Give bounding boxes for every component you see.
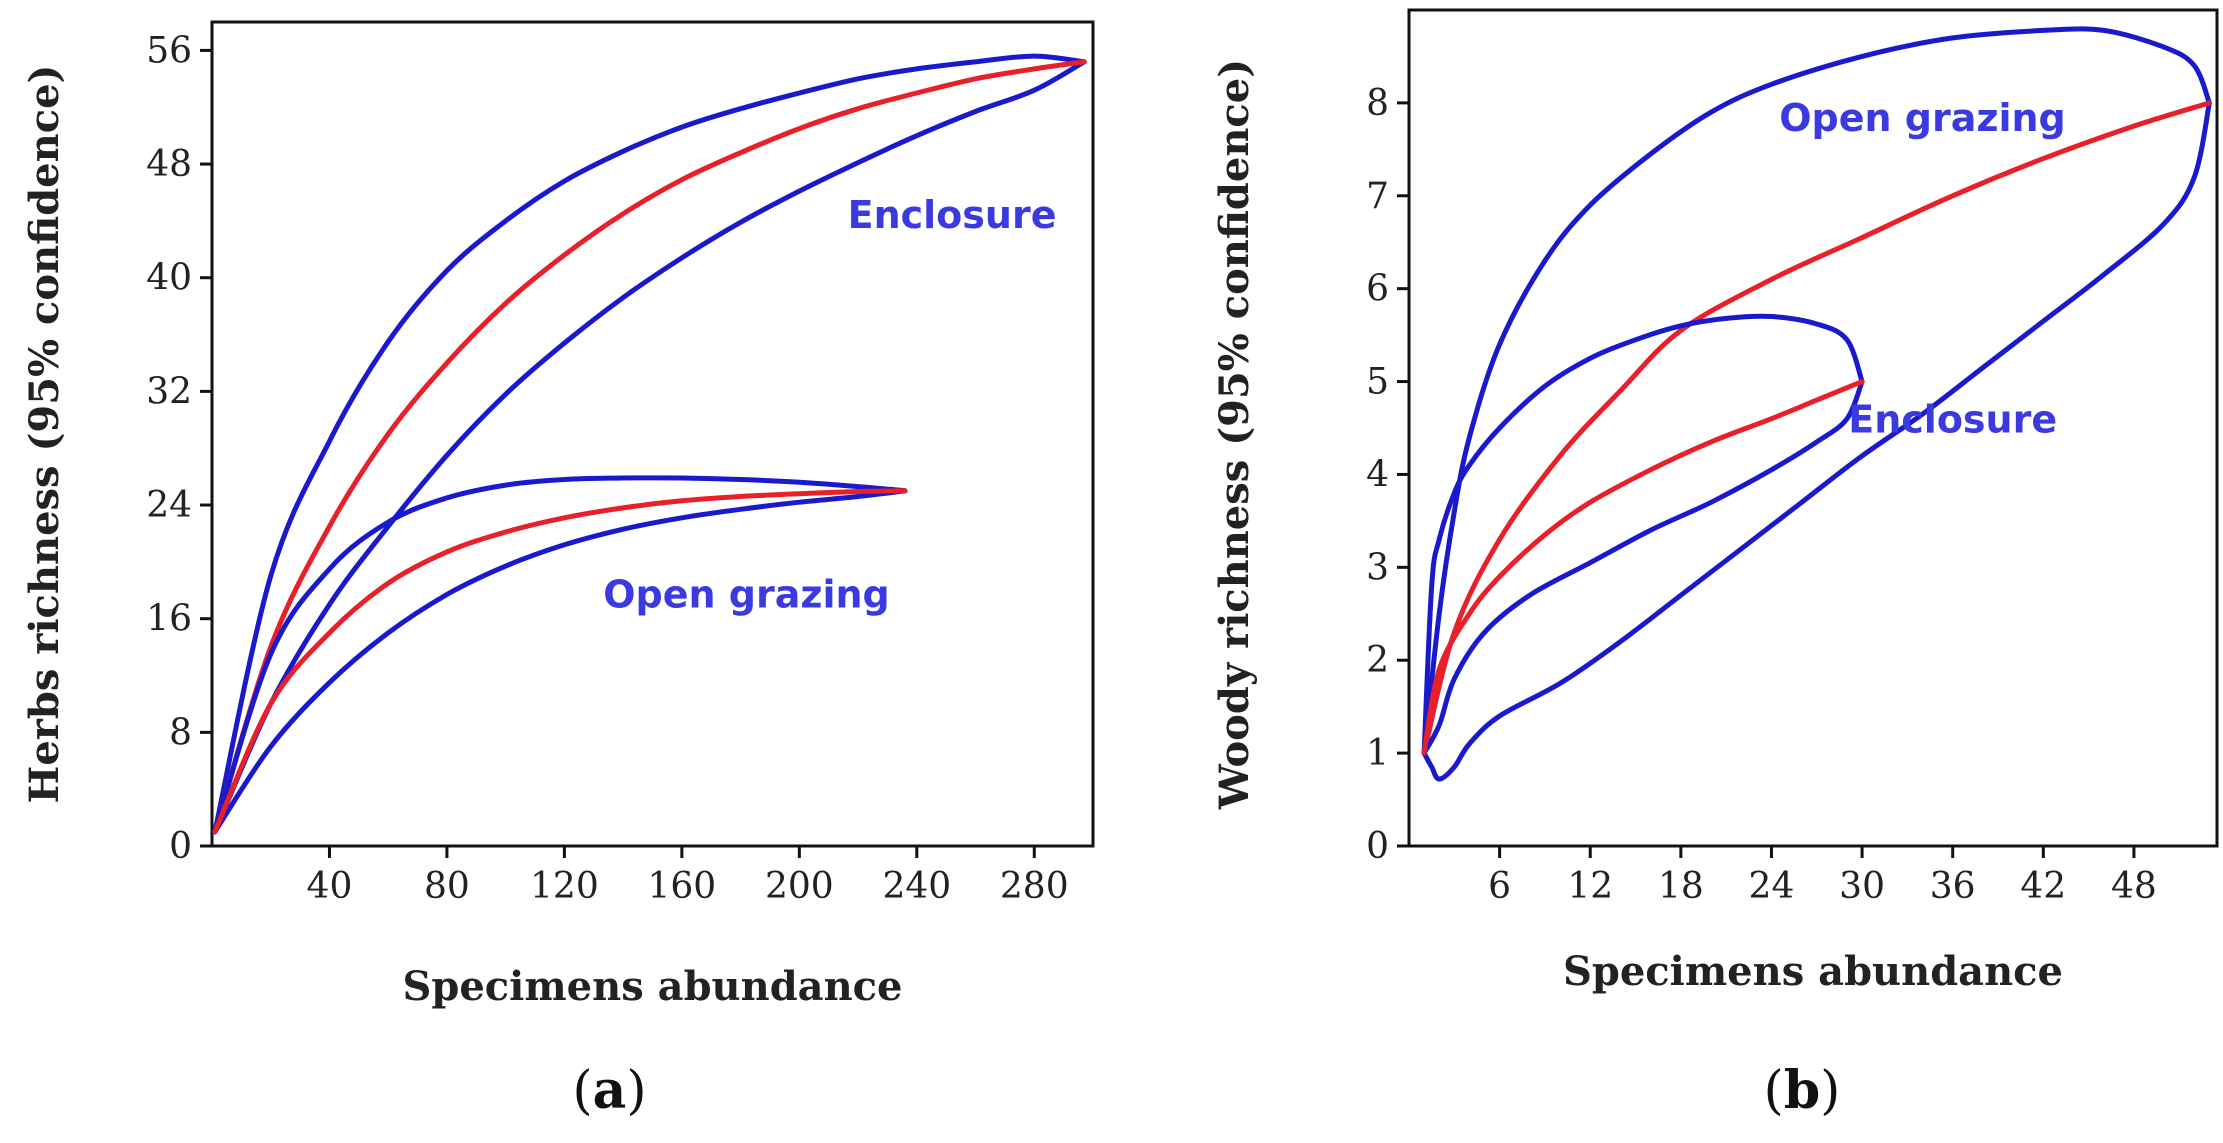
x-tick-label-b: 30 — [1839, 866, 1885, 907]
upper-bound-enclosure-b — [1421, 313, 1865, 756]
lower-bound-enclosure-b — [1421, 379, 1865, 756]
y-axis-title-a: Herbs richness (95% confidence) — [21, 65, 68, 804]
x-axis-title-a: Specimens abundance — [403, 963, 903, 1010]
series-label-open-grazing-b: Open grazing — [1779, 96, 2066, 140]
x-tick-label-a: 40 — [307, 866, 353, 907]
panel-label-letter: b — [1784, 1060, 1820, 1121]
panel-label-a: (a) — [572, 1060, 646, 1121]
y-tick-label-a: 56 — [146, 30, 192, 71]
y-tick-label-b: 0 — [1366, 826, 1389, 867]
x-tick-label-b: 18 — [1658, 866, 1704, 907]
x-tick-label-b: 48 — [2111, 866, 2157, 907]
x-tick-label-a: 200 — [765, 866, 834, 907]
panel-label-letter: a — [593, 1060, 627, 1121]
x-tick-label-a: 240 — [882, 866, 951, 907]
mean-curve-open-grazing-b — [1421, 100, 2212, 756]
plot-frame-a — [210, 20, 1095, 848]
y-tick-label-a: 48 — [146, 144, 192, 185]
plot-frame-b — [1407, 8, 2219, 848]
panel-label-close: ) — [1820, 1061, 1840, 1121]
x-tick-label-a: 280 — [1000, 866, 1069, 907]
lower-bound-enclosure-a — [212, 59, 1087, 835]
upper-bound-enclosure-a — [212, 53, 1087, 835]
upper-bound-open-grazing-a — [212, 475, 908, 835]
panel-label-b: (b) — [1764, 1060, 1841, 1121]
panel-label-close: ) — [626, 1061, 646, 1121]
y-tick-label-a: 16 — [146, 599, 192, 640]
y-tick-label-b: 7 — [1366, 176, 1389, 217]
x-tick-label-b: 36 — [1930, 866, 1976, 907]
y-tick-label-b: 3 — [1366, 547, 1389, 588]
x-tick-label-a: 80 — [424, 866, 470, 907]
x-tick-label-b: 42 — [2020, 866, 2066, 907]
mean-curve-enclosure-b — [1421, 379, 1865, 756]
x-tick-label-b: 24 — [1749, 866, 1795, 907]
lower-bound-open-grazing-b — [1421, 100, 2212, 782]
y-tick-label-a: 32 — [146, 371, 192, 412]
y-tick-label-b: 2 — [1366, 640, 1389, 681]
y-tick-label-a: 0 — [169, 826, 192, 867]
x-tick-label-a: 160 — [648, 866, 717, 907]
y-tick-label-b: 5 — [1366, 362, 1389, 403]
x-axis-title-b: Specimens abundance — [1563, 948, 2063, 995]
y-tick-label-b: 4 — [1366, 454, 1389, 495]
series-label-enclosure-a: Enclosure — [848, 193, 1057, 237]
y-tick-label-a: 8 — [169, 712, 192, 753]
x-tick-label-b: 12 — [1567, 866, 1613, 907]
series-label-open-grazing-a: Open grazing — [603, 572, 890, 616]
y-tick-label-b: 1 — [1366, 733, 1389, 774]
y-tick-label-b: 6 — [1366, 269, 1389, 310]
panel-a: 0 8 16 24 32 40 48 56 40 80 120 160 200 240 280 Specime… — [21, 20, 1095, 1121]
mean-curve-open-grazing-a — [212, 488, 908, 835]
y-axis-title-b: Woody richness (95% confidence) — [1211, 59, 1258, 810]
y-tick-label-a: 40 — [146, 258, 192, 299]
y-tick-label-a: 24 — [146, 485, 192, 526]
panel-label-open: ( — [1764, 1061, 1784, 1121]
panel-label-open: ( — [572, 1061, 592, 1121]
x-tick-label-a: 120 — [530, 866, 599, 907]
mean-curve-enclosure-a — [212, 59, 1087, 835]
series-label-enclosure-b: Enclosure — [1848, 398, 2057, 442]
x-tick-label-b: 6 — [1488, 866, 1511, 907]
lower-bound-open-grazing-a — [212, 488, 908, 835]
y-tick-label-b: 8 — [1366, 83, 1389, 124]
